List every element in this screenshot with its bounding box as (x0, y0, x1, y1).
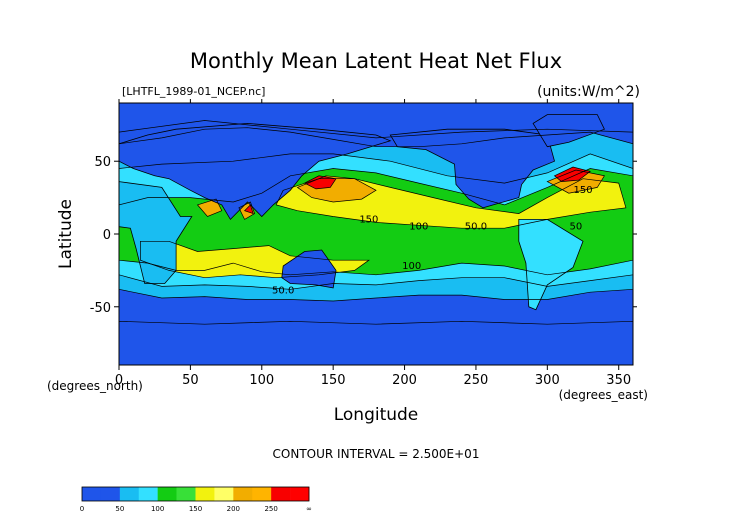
colorbar-tick-label: 50 (115, 505, 124, 513)
contour-label: 50 (570, 222, 583, 233)
y-axis-ticks: -50 0 50 (90, 155, 637, 316)
contour-interval-label: CONTOUR INTERVAL = 2.500E+01 (273, 447, 480, 461)
x-tick-label: 0 (115, 373, 123, 388)
contour-labels: 150 100 50.0 100 50.0 150 50 (272, 185, 593, 296)
x-tick-label: 200 (392, 373, 417, 388)
land-eurasia (119, 122, 392, 221)
contour-line-25 (119, 320, 633, 365)
colorbar-bin (176, 487, 196, 501)
contour-label: 50.0 (465, 222, 487, 233)
y-unit-label: (degrees_north) (47, 379, 143, 393)
x-unit-label: (degrees_east) (559, 388, 648, 402)
x-axis-ticks: 0 50 100 150 200 250 300 350 (115, 99, 631, 388)
colorbar-bin (195, 487, 215, 501)
chart-title: Monthly Mean Latent Heat Net Flux (190, 49, 562, 73)
land-north-america (389, 128, 555, 209)
colorbar-bin (100, 487, 121, 501)
contour-line-250 (303, 175, 337, 190)
contour-line-250 (553, 166, 591, 182)
colorbar-tick-labels: 0 50 100 150 200 250 ∞ (80, 505, 312, 513)
land-south-america (518, 218, 584, 311)
contour-label: 150 (359, 214, 378, 225)
x-axis-label: Longitude (334, 405, 419, 425)
x-tick-label: 300 (535, 373, 560, 388)
colorbar-tick-label: ∞ (306, 505, 312, 513)
contour-line-100 (119, 168, 633, 276)
colorbar-bin (138, 487, 158, 501)
units-label: (units:W/m^2) (537, 84, 640, 100)
contour-lines (119, 103, 633, 365)
colorbar-tick-label: 150 (189, 505, 202, 513)
contour-line-150 (140, 240, 370, 279)
contour-line-200 (296, 175, 377, 203)
y-tick-label: 50 (94, 155, 111, 170)
colorbar-bin (157, 487, 177, 501)
colorbar-bin (271, 487, 291, 501)
contour-label: 150 (573, 185, 592, 196)
field-region-200 (547, 170, 605, 194)
colorbar-bin (233, 487, 253, 501)
contour-line-50 (119, 127, 633, 302)
x-tick-label: 100 (249, 373, 274, 388)
colorbar-bin (290, 487, 310, 501)
colorbar-tick-label: 0 (80, 505, 84, 513)
colorbar-tick-label: 100 (151, 505, 164, 513)
heatmap-field (119, 103, 633, 365)
contour-label: 100 (402, 261, 421, 272)
colorbar-frame (81, 486, 310, 502)
x-tick-label: 250 (464, 373, 489, 388)
contour-line-200 (546, 169, 605, 194)
x-tick-label: 150 (321, 373, 346, 388)
colorbar-bin (214, 487, 234, 501)
contour-label: 100 (409, 222, 428, 233)
land-australia (281, 249, 337, 289)
contour-line-200 (196, 198, 223, 217)
contour-line-25 (119, 103, 633, 139)
colorbar-bin (252, 487, 272, 501)
colorbar-tick-label: 200 (227, 505, 240, 513)
dataset-label: [LHTFL_1989-01_NCEP.nc] (122, 85, 265, 98)
colorbar-bin (119, 487, 140, 501)
land-africa (119, 181, 193, 284)
contour-line-75 (119, 153, 633, 290)
colorbar (81, 486, 310, 502)
contour-line-200 (238, 201, 256, 220)
x-tick-label: 50 (182, 373, 199, 388)
y-tick-label: -50 (90, 301, 111, 316)
field-region-200 (197, 199, 222, 217)
land-greenland (532, 114, 605, 148)
y-tick-label: 0 (103, 228, 111, 243)
field-region-250 (304, 175, 336, 189)
y-axis-label: Latitude (56, 199, 76, 269)
contour-line-250 (243, 204, 254, 215)
colorbar-tick-label: 250 (264, 505, 277, 513)
contour-line-150 (275, 178, 627, 229)
x-tick-label: 350 (606, 373, 631, 388)
field-region-25 (119, 321, 633, 365)
colorbar-bin (82, 487, 102, 501)
contour-label: 50.0 (272, 286, 294, 297)
